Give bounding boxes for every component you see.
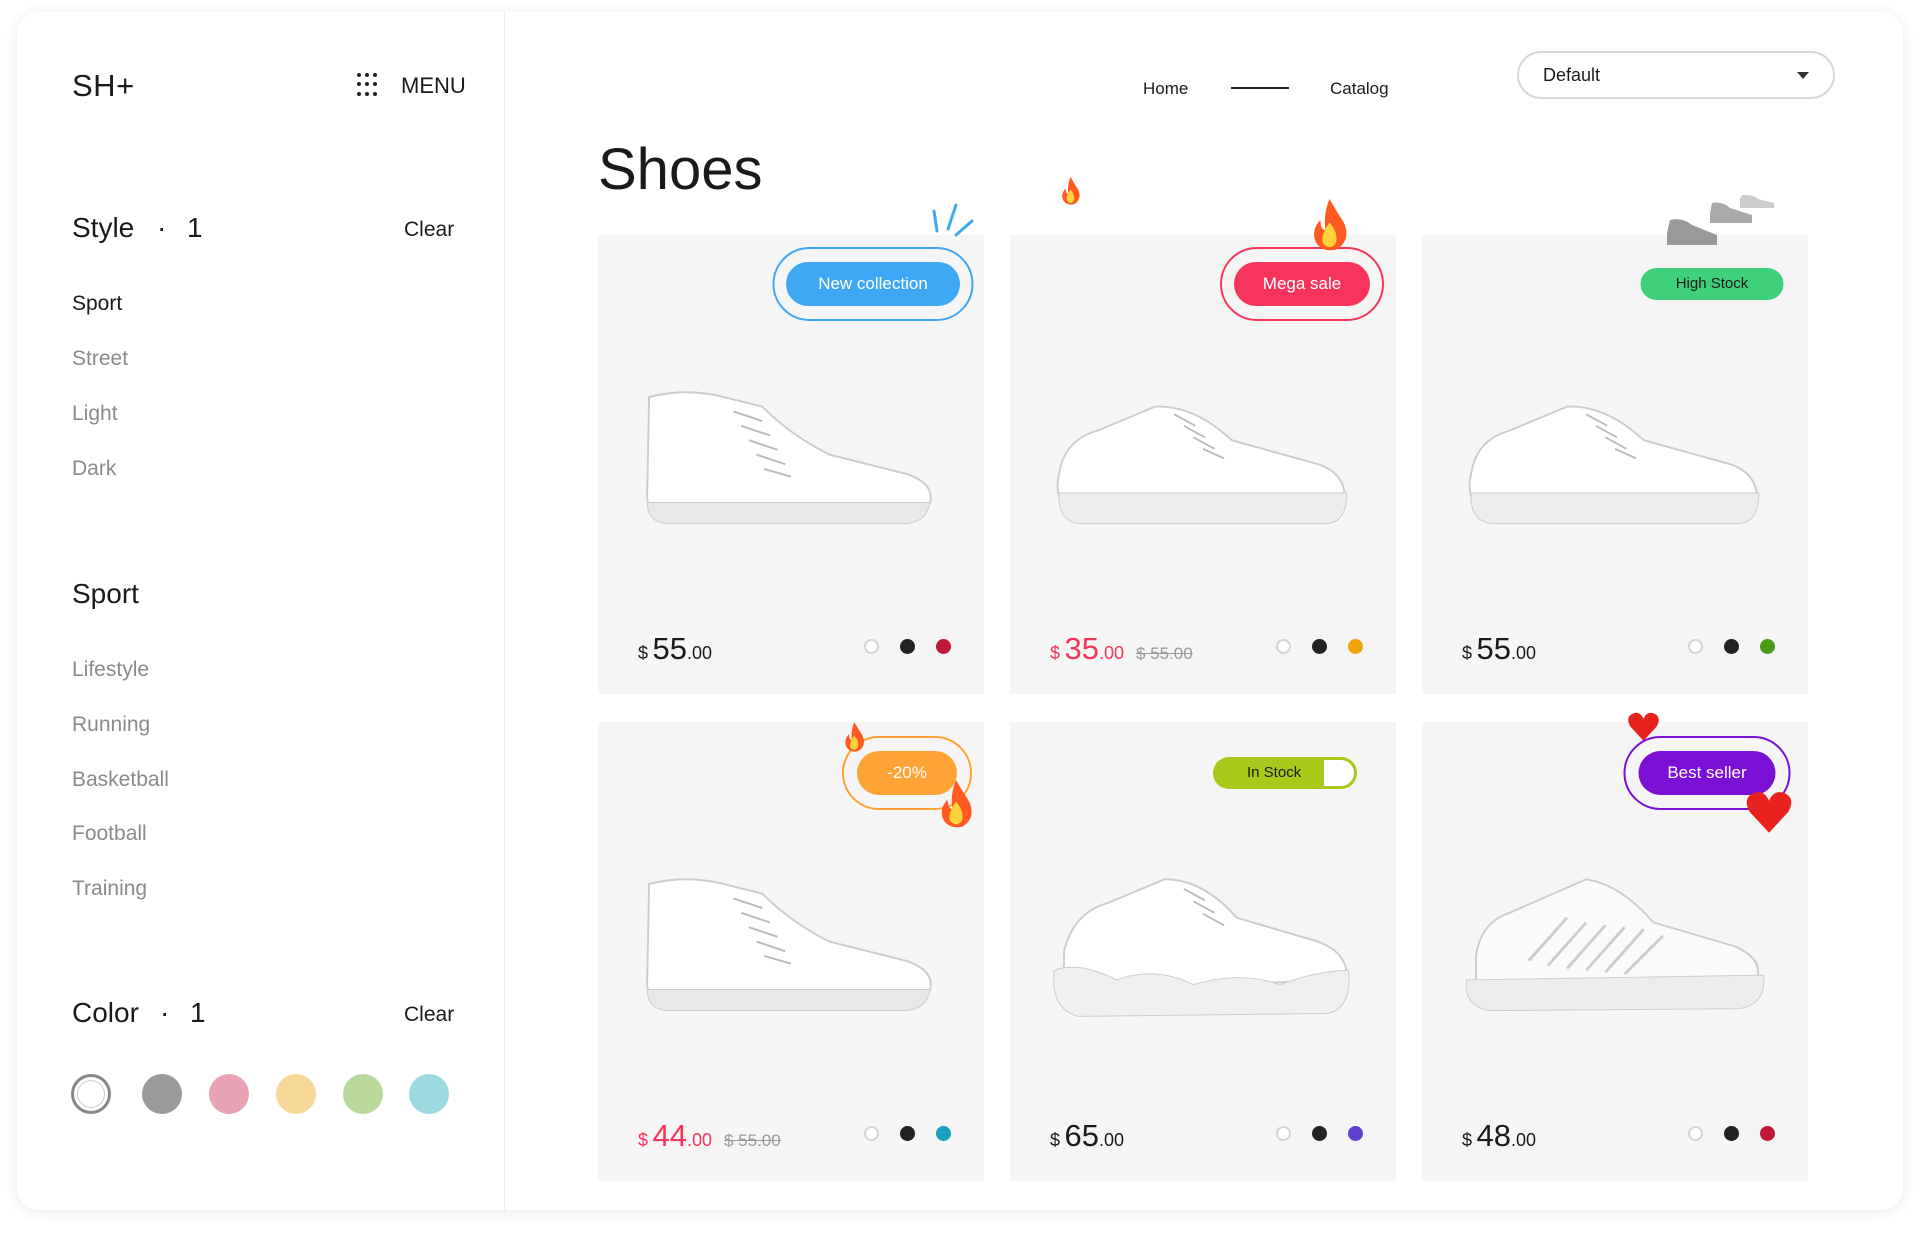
old-price: $ 55.00 bbox=[723, 1131, 781, 1150]
sport-item-running[interactable]: Running bbox=[72, 713, 151, 736]
color-option[interactable] bbox=[936, 639, 951, 654]
style-clear-button[interactable]: Clear bbox=[404, 218, 455, 241]
color-swatch[interactable] bbox=[343, 1074, 383, 1114]
color-option[interactable] bbox=[1276, 639, 1291, 654]
product-price: $ 65.00 bbox=[1050, 1118, 1124, 1153]
style-filter-title: Style bbox=[72, 212, 135, 243]
sport-item-football[interactable]: Football bbox=[72, 822, 147, 845]
color-option[interactable] bbox=[1348, 639, 1363, 654]
style-item-light[interactable]: Light bbox=[72, 402, 118, 425]
product-price: $ 44.00 $ 55.00 bbox=[638, 1118, 781, 1153]
flame-icon bbox=[1062, 177, 1080, 205]
badge-outline bbox=[1220, 247, 1384, 321]
color-option[interactable] bbox=[1760, 1126, 1775, 1141]
old-price: $ 55.00 bbox=[1135, 644, 1193, 663]
product-price: $ 48.00 bbox=[1462, 1118, 1536, 1153]
color-option[interactable] bbox=[864, 639, 879, 654]
app-window: SH+ MENU Style · 1 Clear Sport Street Li… bbox=[17, 12, 1903, 1210]
color-swatch[interactable] bbox=[209, 1074, 249, 1114]
color-option[interactable] bbox=[936, 1126, 951, 1141]
flame-icon bbox=[1314, 199, 1347, 251]
color-swatch[interactable] bbox=[142, 1074, 182, 1114]
color-swatch[interactable] bbox=[276, 1074, 316, 1114]
flame-icon bbox=[941, 780, 972, 828]
logo[interactable]: SH+ bbox=[72, 68, 135, 103]
color-option[interactable] bbox=[1348, 1126, 1363, 1141]
product-badge: New collection bbox=[786, 262, 960, 306]
color-option[interactable] bbox=[1688, 1126, 1703, 1141]
product-badge: In Stock bbox=[1213, 757, 1357, 789]
product-card[interactable]: Mega sale $ 35.00 $ 55.00 bbox=[1010, 177, 1396, 694]
chevron-down-icon bbox=[1797, 72, 1809, 79]
shoe-image bbox=[1465, 878, 1765, 1012]
color-option[interactable] bbox=[1312, 639, 1327, 654]
style-item-street[interactable]: Street bbox=[72, 347, 129, 370]
shoe-image bbox=[1053, 878, 1350, 1017]
shoe-image bbox=[1056, 405, 1348, 525]
shoe-image bbox=[646, 391, 932, 525]
style-item-sport[interactable]: Sport bbox=[72, 292, 123, 315]
sort-dropdown[interactable]: Default bbox=[1517, 51, 1835, 99]
style-item-dark[interactable]: Dark bbox=[72, 457, 117, 480]
product-badge: High Stock bbox=[1640, 268, 1784, 300]
color-option[interactable] bbox=[864, 1126, 879, 1141]
product-badge: Mega sale bbox=[1234, 262, 1370, 306]
product-price: $ 35.00 $ 55.00 bbox=[1050, 631, 1193, 666]
color-filter-count: 1 bbox=[190, 997, 206, 1028]
menu-grid-icon[interactable] bbox=[357, 73, 381, 97]
color-filter-title: Color bbox=[72, 997, 139, 1028]
color-clear-button[interactable]: Clear bbox=[404, 1003, 455, 1026]
heart-icon bbox=[1628, 712, 1659, 741]
badge-outline bbox=[1623, 736, 1791, 810]
page-title: Shoes bbox=[598, 137, 763, 202]
product-card[interactable]: New collection $ 55.00 bbox=[598, 203, 984, 694]
color-option[interactable] bbox=[900, 639, 915, 654]
product-card[interactable]: High Stock $ 55.00 bbox=[1422, 195, 1808, 694]
sport-item-basketball[interactable]: Basketball bbox=[72, 768, 169, 791]
sidebar: SH+ MENU Style · 1 Clear Sport Street Li… bbox=[17, 12, 505, 1210]
color-option[interactable] bbox=[1724, 639, 1739, 654]
menu-button[interactable]: MENU bbox=[401, 73, 466, 98]
product-badge: Best seller bbox=[1638, 751, 1776, 795]
toggle-knob bbox=[1324, 760, 1354, 786]
sparkle-icon bbox=[932, 203, 974, 237]
color-swatch[interactable] bbox=[409, 1074, 449, 1114]
color-option[interactable] bbox=[1312, 1126, 1327, 1141]
style-filter-count: 1 bbox=[187, 212, 203, 243]
sport-filter-title: Sport bbox=[72, 578, 139, 609]
breadcrumb-divider bbox=[1231, 87, 1289, 89]
color-option[interactable] bbox=[1276, 1126, 1291, 1141]
color-swatch[interactable] bbox=[71, 1074, 111, 1114]
heart-icon bbox=[1746, 792, 1792, 833]
product-card[interactable]: -20% $ 44.00 $ 55.00 bbox=[598, 722, 984, 1181]
shoe-image bbox=[1468, 405, 1760, 525]
color-option[interactable] bbox=[1760, 639, 1775, 654]
sport-item-lifestyle[interactable]: Lifestyle bbox=[72, 658, 150, 681]
color-option[interactable] bbox=[900, 1126, 915, 1141]
separator: · bbox=[157, 212, 167, 243]
shoe-image bbox=[646, 878, 932, 1012]
product-card[interactable]: Best seller $ 48.00 bbox=[1422, 712, 1808, 1181]
product-card[interactable]: In Stock $ 65.00 bbox=[1010, 722, 1396, 1181]
badge-outline bbox=[842, 736, 972, 810]
color-option[interactable] bbox=[1724, 1126, 1739, 1141]
flame-icon bbox=[845, 722, 864, 752]
color-option[interactable] bbox=[1688, 639, 1703, 654]
sport-item-training[interactable]: Training bbox=[72, 877, 148, 900]
nav-catalog[interactable]: Catalog bbox=[1330, 79, 1389, 98]
sort-value: Default bbox=[1543, 65, 1601, 85]
badge-outline bbox=[772, 247, 974, 321]
product-price: $ 55.00 bbox=[1462, 631, 1536, 666]
product-price: $ 55.00 bbox=[638, 631, 712, 666]
nav-home[interactable]: Home bbox=[1143, 79, 1189, 98]
sneakers-icon bbox=[1667, 195, 1774, 245]
product-badge: -20% bbox=[857, 751, 957, 795]
separator: · bbox=[160, 997, 170, 1028]
